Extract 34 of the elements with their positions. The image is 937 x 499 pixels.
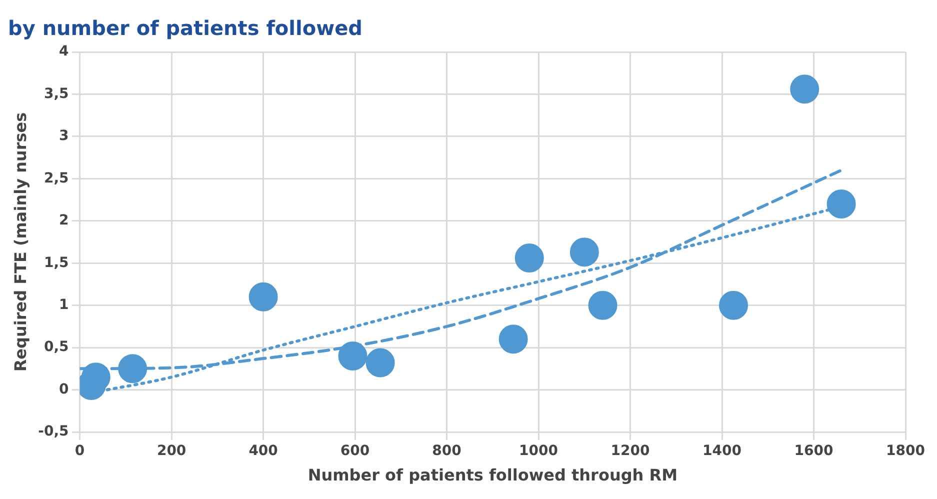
x-tick-label: 1600 bbox=[794, 443, 834, 460]
point bbox=[570, 238, 599, 267]
y-tick-label: 0,5 bbox=[44, 339, 69, 356]
y-tick-label: 2,5 bbox=[44, 170, 69, 186]
y-tick-label: 1 bbox=[59, 296, 69, 313]
point bbox=[366, 348, 395, 378]
point bbox=[790, 74, 820, 104]
point bbox=[718, 290, 748, 320]
point bbox=[338, 342, 368, 370]
y-axis-title: Required FTE (mainly nurses bbox=[10, 112, 30, 372]
x-tick-label: 200 bbox=[156, 443, 186, 460]
point bbox=[118, 354, 148, 384]
y-tick-label: 3,5 bbox=[44, 86, 69, 102]
x-tick-label: 0 bbox=[74, 443, 85, 460]
point bbox=[514, 244, 544, 273]
x-tick-label: 1400 bbox=[702, 443, 742, 460]
point bbox=[588, 290, 618, 320]
x-tick-label: 600 bbox=[340, 443, 370, 460]
x-tick-label: 400 bbox=[248, 443, 278, 460]
y-tick-label: 1,5 bbox=[44, 254, 69, 271]
point bbox=[498, 324, 528, 354]
y-tick-label: -0,5 bbox=[38, 424, 69, 440]
y-tick-label: 2 bbox=[59, 212, 69, 229]
chart-title: by number of patients followed bbox=[8, 16, 362, 40]
x-tick-label: 800 bbox=[432, 443, 462, 460]
x-tick-label: 1800 bbox=[886, 443, 926, 460]
point bbox=[826, 190, 856, 218]
x-tick-label: 1200 bbox=[610, 443, 650, 460]
y-tick-label: 4 bbox=[59, 44, 70, 60]
y-tick-label: 0 bbox=[59, 381, 70, 398]
x-tick-label: 1000 bbox=[519, 443, 558, 460]
y-tick-label: 3 bbox=[59, 128, 69, 144]
x-axis-title: Number of patients followed through RM bbox=[308, 466, 678, 485]
point bbox=[248, 282, 278, 312]
